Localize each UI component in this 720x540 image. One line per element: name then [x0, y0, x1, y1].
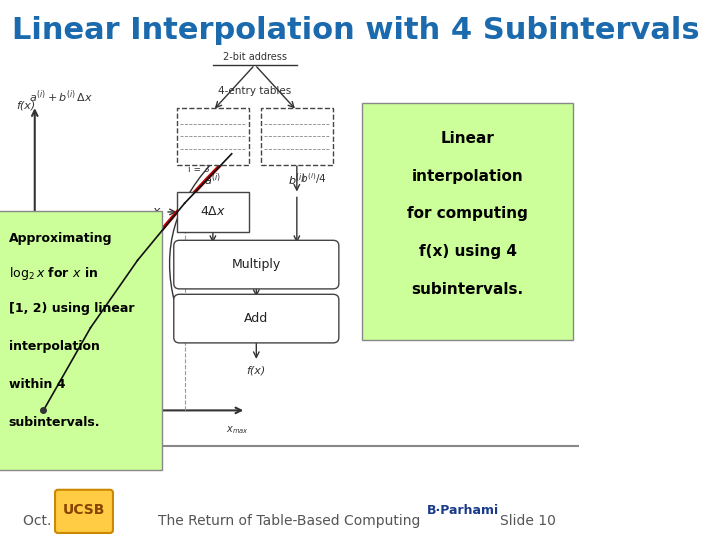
- Text: Multiply: Multiply: [232, 258, 281, 271]
- Text: $\Delta x$: $\Delta x$: [60, 447, 74, 458]
- Text: $a^{(i)}$: $a^{(i)}$: [204, 172, 221, 188]
- Text: f(x): f(x): [17, 100, 36, 111]
- Text: $x$: $x$: [153, 205, 162, 219]
- Text: Add: Add: [244, 312, 269, 325]
- FancyBboxPatch shape: [176, 192, 249, 232]
- Text: $\log_2 x$ for $x$ in: $\log_2 x$ for $x$ in: [9, 265, 98, 281]
- Text: [1, 2) using linear: [1, 2) using linear: [9, 302, 134, 315]
- FancyBboxPatch shape: [261, 108, 333, 165]
- Text: $4\Delta x$: $4\Delta x$: [200, 205, 226, 219]
- Text: within 4: within 4: [9, 378, 66, 391]
- Text: $x_{max}$: $x_{max}$: [226, 424, 249, 436]
- Text: $b^{(i)}$: $b^{(i)}$: [288, 172, 305, 188]
- Text: B·Parhami: B·Parhami: [427, 504, 500, 517]
- Text: 2-bit address: 2-bit address: [223, 52, 287, 62]
- Text: i = 2: i = 2: [140, 221, 162, 231]
- FancyBboxPatch shape: [362, 103, 573, 340]
- Text: Linear: Linear: [441, 131, 495, 146]
- Text: subintervals.: subintervals.: [412, 282, 523, 297]
- Text: Oct. 2018: Oct. 2018: [23, 514, 91, 528]
- FancyBboxPatch shape: [174, 240, 339, 289]
- Text: i = 3: i = 3: [187, 165, 209, 173]
- Text: 4-entry tables: 4-entry tables: [218, 86, 292, 97]
- Text: The Return of Table-Based Computing: The Return of Table-Based Computing: [158, 514, 420, 528]
- Text: interpolation: interpolation: [9, 340, 99, 353]
- Text: $b^{(i)}/4$: $b^{(i)}/4$: [300, 171, 327, 186]
- FancyBboxPatch shape: [0, 211, 162, 470]
- Text: for computing: for computing: [408, 206, 528, 221]
- Text: i = 0: i = 0: [46, 372, 68, 381]
- Text: interpolation: interpolation: [412, 168, 523, 184]
- Text: subintervals.: subintervals.: [9, 416, 100, 429]
- Text: UCSB: UCSB: [63, 503, 105, 517]
- FancyBboxPatch shape: [176, 108, 249, 165]
- Text: Linear Interpolation with 4 Subintervals: Linear Interpolation with 4 Subintervals: [12, 16, 699, 45]
- Text: $a^{(i)} + b^{(i)}\,\Delta x$: $a^{(i)} + b^{(i)}\,\Delta x$: [29, 89, 93, 105]
- Text: $x_{min}$: $x_{min}$: [33, 424, 53, 436]
- FancyBboxPatch shape: [55, 490, 113, 533]
- FancyBboxPatch shape: [174, 294, 339, 343]
- Text: $x$: $x$: [123, 424, 132, 434]
- Text: f(x) using 4: f(x) using 4: [419, 244, 517, 259]
- Text: Approximating: Approximating: [9, 232, 112, 245]
- Text: f(x): f(x): [247, 366, 266, 376]
- Text: Slide 10: Slide 10: [500, 514, 556, 528]
- Text: i = 1: i = 1: [94, 289, 115, 298]
